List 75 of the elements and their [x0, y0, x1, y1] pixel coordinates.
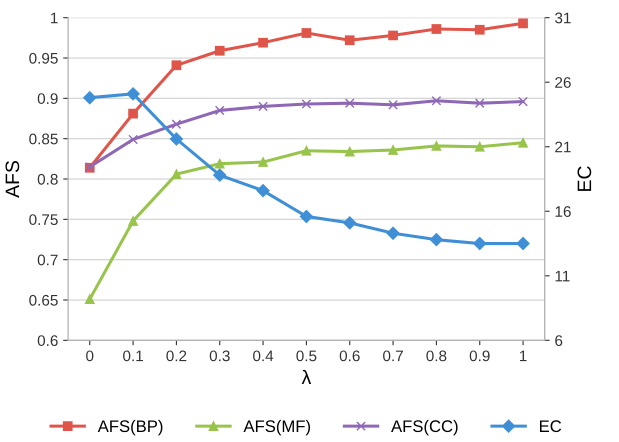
point: [302, 28, 312, 38]
x-axis-title: λ: [302, 370, 312, 384]
point: [258, 102, 268, 112]
point: [518, 96, 528, 106]
x-tick-label: 0.5: [296, 350, 316, 362]
point: [84, 294, 95, 304]
point: [258, 157, 268, 167]
y2-tick-label: 26: [555, 77, 571, 88]
y-tick-label: 0.95: [29, 52, 58, 64]
point: [172, 60, 182, 70]
point: [214, 106, 225, 116]
legend-label: AFS(CC): [391, 420, 458, 436]
point: [83, 91, 96, 104]
y-tick-label: 0.8: [38, 174, 58, 185]
x-tick-label: 0.6: [340, 350, 360, 362]
y2-tick-label: 11: [556, 270, 570, 282]
point: [344, 146, 355, 156]
point: [474, 24, 485, 35]
point: [128, 134, 138, 144]
x-tick-label: 0: [86, 350, 94, 362]
y2-tick-label: 31: [555, 12, 571, 24]
point: [214, 46, 225, 56]
point: [343, 216, 356, 230]
point: [432, 141, 442, 151]
point: [128, 216, 138, 226]
point: [432, 24, 442, 34]
point: [300, 210, 313, 224]
x-tick-label: 0.1: [123, 350, 143, 362]
point: [516, 236, 530, 250]
point: [388, 100, 398, 110]
y2-tick-label: 16: [556, 206, 571, 217]
y-tick-label: 0.6: [38, 335, 58, 346]
point: [344, 35, 355, 46]
x-tick-label: 0.3: [210, 350, 230, 362]
y-tick-label: 0.85: [29, 134, 58, 144]
x-tick-label: 0.2: [166, 350, 186, 362]
x-tick-label: 1: [520, 350, 527, 362]
legend-label: EC: [540, 420, 562, 432]
x-tick-label: 0.7: [383, 350, 403, 362]
y-tick-label: 0.75: [29, 214, 58, 226]
point: [388, 30, 398, 40]
point: [302, 99, 312, 109]
point: [214, 158, 225, 169]
point: [172, 119, 182, 130]
y-tick-label: 1: [51, 12, 58, 24]
legend-label: AFS(BP): [98, 420, 162, 436]
y-tick-label: 0.9: [38, 93, 58, 104]
point: [344, 98, 355, 108]
point: [518, 18, 528, 28]
y-axis-title: AFS: [5, 160, 20, 198]
y-tick-label: 0.7: [38, 254, 58, 266]
x-tick-label: 0.9: [470, 350, 490, 362]
y-tick-label: 0.65: [29, 294, 58, 306]
point: [126, 87, 140, 100]
x-tick-label: 0.4: [253, 350, 274, 362]
point: [128, 108, 138, 119]
point: [386, 226, 400, 240]
point: [432, 96, 442, 106]
y2-tick-label: 6: [555, 335, 562, 346]
point: [256, 184, 270, 198]
point: [302, 146, 312, 156]
point: [518, 138, 528, 148]
y2-axis-title: EC: [578, 166, 592, 191]
point: [388, 145, 398, 155]
y2-tick-label: 21: [555, 142, 571, 152]
point: [170, 132, 184, 146]
x-tick-label: 0.8: [426, 350, 446, 362]
legend-label: AFS(MF): [243, 420, 310, 436]
point: [213, 168, 226, 182]
point: [474, 98, 485, 108]
point: [258, 38, 268, 48]
point: [172, 169, 182, 180]
point: [474, 142, 485, 152]
point: [430, 233, 443, 246]
point: [473, 236, 486, 250]
